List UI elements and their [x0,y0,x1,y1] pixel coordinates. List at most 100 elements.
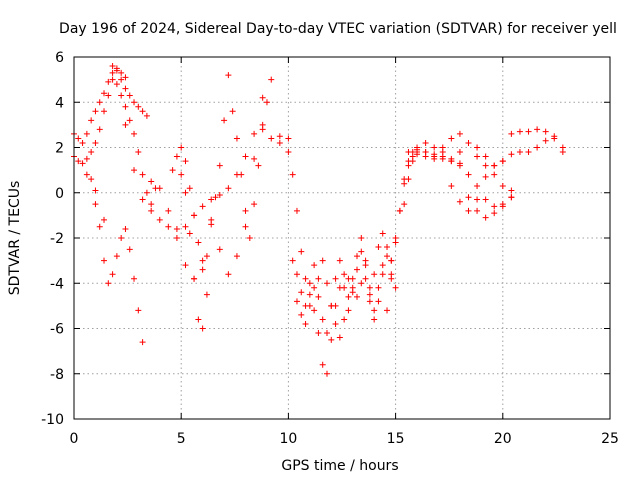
data-point [456,130,463,137]
data-point [336,334,343,341]
data-point [83,155,90,162]
data-point [199,325,206,332]
y-tick-label: 4 [55,95,64,111]
data-point [96,223,103,230]
series-15 [508,126,566,151]
data-point [298,311,305,318]
x-axis-label: GPS time / hours [281,458,398,474]
y-tick-label: -2 [50,231,64,247]
data-point [75,135,82,142]
data-point [148,201,155,208]
data-point [379,262,386,269]
data-point [178,171,185,178]
y-tick-layer: 6 4 2 0 -2 -4 -6 -8 -10 [41,50,610,428]
x-tick-label: 10 [279,431,297,447]
data-point [101,257,108,264]
data-point [439,149,446,156]
data-point [199,257,206,264]
data-point [139,108,146,115]
series-2 [92,201,146,346]
y-tick-label: -10 [41,412,64,428]
data-point [448,135,455,142]
data-point [109,271,116,278]
data-point [83,130,90,137]
data-point [203,291,210,298]
data-point [225,185,232,192]
data-point [122,74,129,81]
series-1 [71,76,159,208]
series-5 [169,72,232,273]
data-point [542,128,549,135]
data-point [156,216,163,223]
data-point [118,235,125,241]
data-point [323,330,330,337]
data-point [88,149,95,156]
series-0 [71,65,150,146]
data-point [392,284,399,291]
data-point [92,201,99,208]
data-point [405,149,412,156]
data-point [534,126,541,133]
data-point [311,284,318,291]
data-point [173,225,180,232]
chart-title: Day 196 of 2024, Sidereal Day-to-day VTE… [59,21,617,37]
y-tick-label: -8 [50,367,64,383]
data-point [332,320,339,327]
data-point [508,187,515,194]
data-point [276,133,283,140]
data-point [371,271,378,278]
data-point [285,149,292,156]
data-point [534,144,541,151]
series-8 [285,149,399,377]
data-point [101,216,108,223]
data-point [465,171,472,178]
data-point [482,214,489,221]
data-point [109,63,116,70]
data-point [208,196,215,203]
data-point [465,139,472,146]
data-point [328,302,335,309]
data-point [401,201,408,208]
data-point [482,153,489,160]
data-point [221,117,228,124]
data-point [499,158,506,165]
data-point [229,108,236,115]
data-point [431,144,438,151]
data-point [516,128,523,135]
data-point [319,361,326,368]
data-point [156,185,163,192]
data-point [92,187,99,194]
x-tick-label: 15 [387,431,405,447]
data-point [109,69,116,76]
data-point [293,298,300,305]
grid-layer [74,57,610,419]
data-point [371,316,378,323]
data-point [293,207,300,214]
data-point [289,257,296,264]
data-point [516,149,523,156]
series-3 [122,121,292,232]
data-point [405,176,412,183]
y-tick-label: 6 [55,50,64,66]
data-point [362,257,369,264]
data-point [332,275,339,282]
y-tick-label: -4 [50,276,64,292]
data-point [169,167,176,174]
data-point [186,230,193,237]
data-point [448,158,455,165]
data-point [105,92,112,99]
data-point [191,275,198,282]
y-tick-label: 2 [55,141,64,157]
data-point [409,158,416,165]
data-point [375,298,382,305]
data-point [422,149,429,156]
data-point [491,203,498,210]
x-tick-layer: 0 5 10 15 20 25 [70,57,619,447]
series-13 [401,149,515,221]
data-point [246,235,253,241]
data-point [126,246,133,253]
data-point [126,92,133,99]
data-point [105,78,112,85]
data-point [482,196,489,203]
